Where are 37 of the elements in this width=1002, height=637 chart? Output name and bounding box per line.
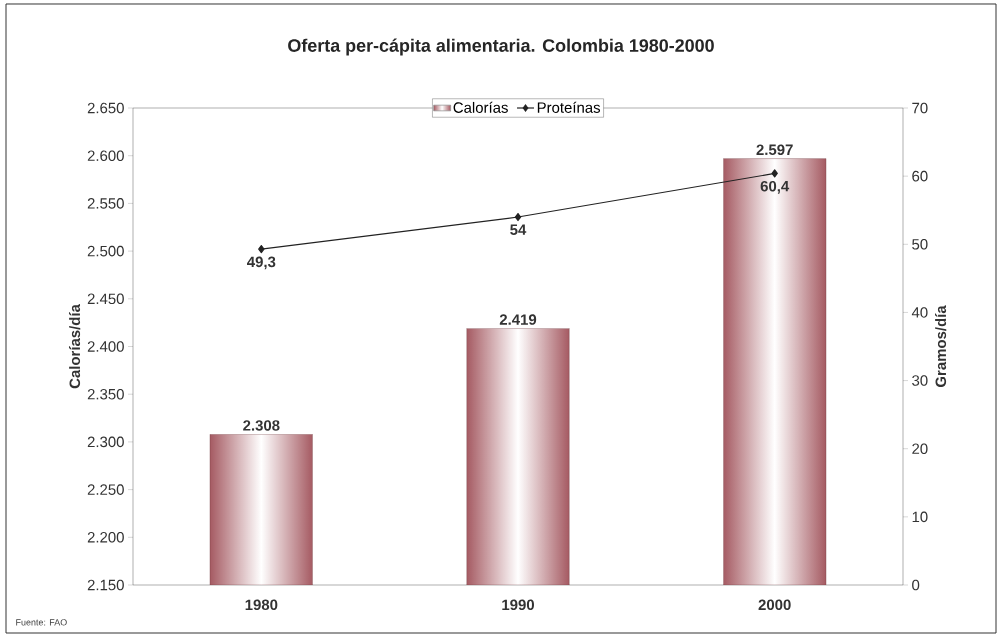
source-note: Fuente: FAO [16,619,67,626]
legend-label: Proteínas [537,101,601,113]
point [514,212,522,222]
y-tick-label: 2.450 [87,293,124,305]
point [258,244,265,254]
y2-tick-label: 60 [912,170,928,182]
y-tick-label: 2.150 [87,579,124,591]
chart-title: Oferta per-cápita alimentaria. Colombia 1980-2000 [288,38,714,56]
legend-label: Calorías [453,101,508,113]
y2-tick-label: 10 [912,511,928,523]
y2-axis-title: Gramos/día [935,305,947,387]
data-label: 49,3 [247,256,276,270]
x-tick-label: 1980 [245,599,278,611]
y-tick-label: 2.600 [87,150,124,161]
data-label: 2.597 [756,144,793,156]
y2-tick-label: 50 [912,238,928,250]
y-axis-title: Calorías/día [68,304,81,389]
y-tick-label: 2.300 [87,436,124,448]
data-label: 2.419 [499,314,537,325]
y2-tick-label: 20 [912,443,928,454]
y2-tick-label: 0 [912,579,920,591]
point [771,169,778,178]
y2-tick-label: 30 [912,375,928,386]
data-label: 2.308 [243,420,280,431]
y-tick-label: 2.500 [87,245,124,257]
y-tick-label: 2.350 [87,388,124,400]
y-tick-label: 2.650 [87,102,124,114]
y-tick-label: 2.200 [87,532,124,543]
data-label: 54 [510,224,527,235]
x-tick-label: 1990 [502,599,534,611]
y-tick-label: 2.550 [87,198,124,209]
y-tick-label: 2.400 [87,341,124,352]
y2-tick-label: 70 [912,102,928,114]
y2-tick-label: 40 [911,307,928,318]
x-tick-label: 2000 [758,599,791,611]
y-tick-label: 2.250 [87,484,124,495]
data-label: 60,4 [760,180,790,194]
